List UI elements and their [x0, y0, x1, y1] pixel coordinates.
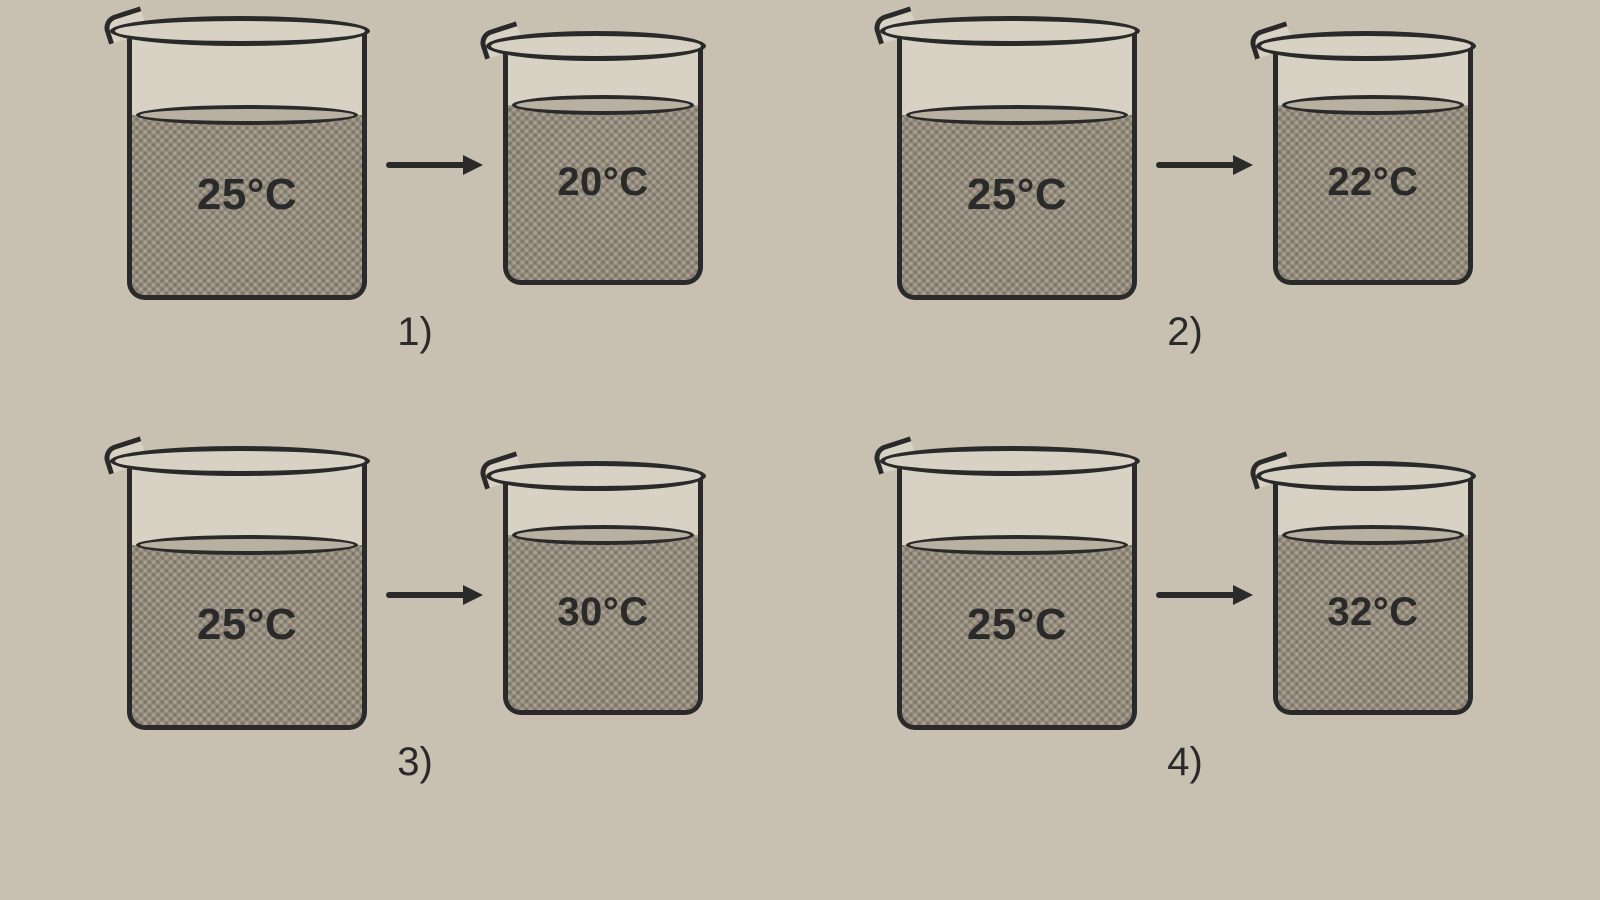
option-1-label: 1)	[397, 310, 433, 355]
arrow-right-icon	[1155, 150, 1255, 180]
option-1: 25°C 20°C 1)	[60, 30, 770, 440]
beaker-icon: 20°C	[503, 45, 703, 285]
beaker-icon: 22°C	[1273, 45, 1473, 285]
beaker-rim-icon	[880, 446, 1140, 476]
option-3-pair: 25°C 30°C	[127, 460, 703, 730]
option-4-pair: 25°C 32°C	[897, 460, 1473, 730]
arrow-right-icon	[1155, 580, 1255, 610]
beaker-icon: 25°C	[127, 460, 367, 730]
beaker-temperature-label: 25°C	[902, 170, 1132, 220]
beaker-temperature-label: 25°C	[902, 600, 1132, 650]
beaker-rim-icon	[486, 31, 706, 61]
option-4-before-beaker: 25°C	[897, 460, 1137, 730]
option-3: 25°C 30°C 3)	[60, 460, 770, 870]
beaker-temperature-label: 25°C	[132, 170, 362, 220]
option-4: 25°C 32°C 4)	[830, 460, 1540, 870]
beaker-rim-icon	[110, 16, 370, 46]
option-3-after-beaker: 30°C	[503, 475, 703, 715]
beaker-rim-icon	[1256, 31, 1476, 61]
beaker-temperature-label: 25°C	[132, 600, 362, 650]
diagram-grid: 25°C 20°C 1)	[0, 0, 1600, 900]
option-2-after-beaker: 22°C	[1273, 45, 1473, 285]
beaker-temperature-label: 32°C	[1278, 590, 1468, 635]
beaker-icon: 25°C	[897, 460, 1137, 730]
arrow-right-icon	[385, 150, 485, 180]
beaker-temperature-label: 30°C	[508, 590, 698, 635]
option-2-before-beaker: 25°C	[897, 30, 1137, 300]
option-1-pair: 25°C 20°C	[127, 30, 703, 300]
option-3-label: 3)	[397, 740, 433, 785]
beaker-icon: 30°C	[503, 475, 703, 715]
beaker-rim-icon	[880, 16, 1140, 46]
beaker-icon: 25°C	[897, 30, 1137, 300]
beaker-temperature-label: 20°C	[508, 160, 698, 205]
beaker-temperature-label: 22°C	[1278, 160, 1468, 205]
beaker-rim-icon	[486, 461, 706, 491]
option-2-pair: 25°C 22°C	[897, 30, 1473, 300]
option-2-label: 2)	[1167, 310, 1203, 355]
option-4-after-beaker: 32°C	[1273, 475, 1473, 715]
option-1-after-beaker: 20°C	[503, 45, 703, 285]
beaker-icon: 25°C	[127, 30, 367, 300]
beaker-rim-icon	[1256, 461, 1476, 491]
beaker-icon: 32°C	[1273, 475, 1473, 715]
arrow-right-icon	[385, 580, 485, 610]
beaker-rim-icon	[110, 446, 370, 476]
option-3-before-beaker: 25°C	[127, 460, 367, 730]
option-4-label: 4)	[1167, 740, 1203, 785]
option-2: 25°C 22°C 2)	[830, 30, 1540, 440]
option-1-before-beaker: 25°C	[127, 30, 367, 300]
